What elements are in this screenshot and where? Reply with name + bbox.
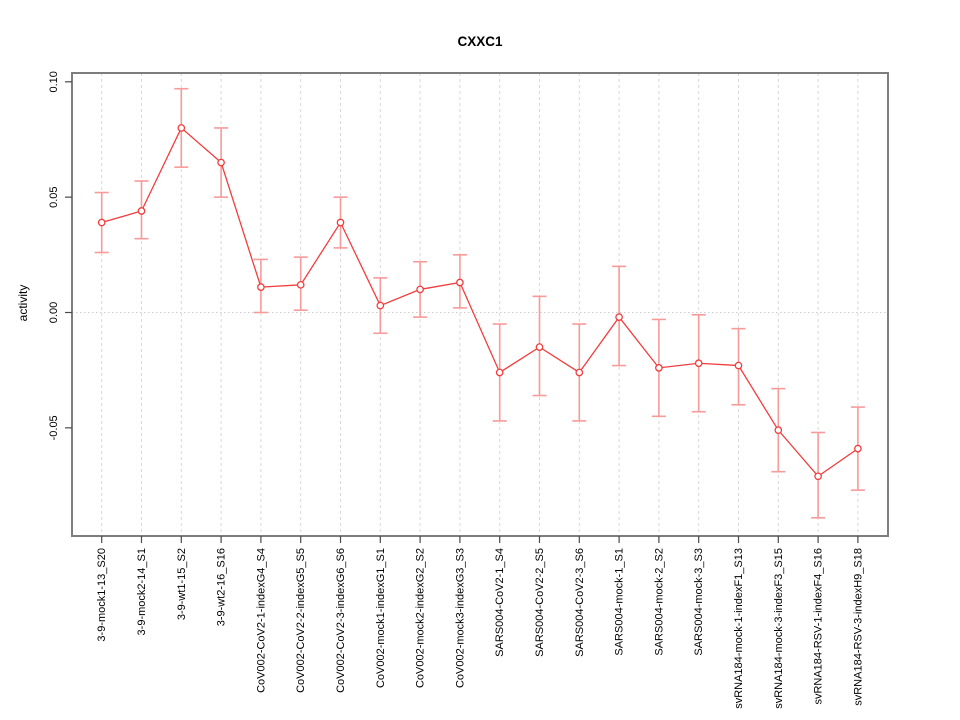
y-tick-label: 0.00 <box>48 302 60 323</box>
data-point <box>535 343 544 351</box>
x-tick-label: SARS004-CoV2-2_S5 <box>534 548 546 657</box>
data-point <box>217 158 225 167</box>
data-point <box>694 359 703 368</box>
data-point <box>336 218 345 227</box>
y-tick-label: 0.05 <box>48 186 60 207</box>
data-point <box>257 283 265 291</box>
axes-layer: 0.10 0.05 0.00 -0.05 3-9-mock1-13_S20 3-9-moc… <box>48 71 889 709</box>
x-tick-label: 3-9-wt1-15_S2 <box>176 548 188 620</box>
data-point <box>615 313 623 321</box>
data-point <box>734 361 743 370</box>
data-point <box>774 426 783 435</box>
y-axis-label: activity <box>16 285 30 322</box>
x-tick-label: SARS004-mock-1_S1 <box>614 548 626 656</box>
x-tick-label: 3-9-mock2-14_S1 <box>136 548 148 635</box>
x-tick-label: CoV002-mock3-indexG3_S3 <box>454 548 466 688</box>
y-tick-label: -0.05 <box>48 415 60 440</box>
x-tick-label: CoV002-CoV2-3-indexG6_S6 <box>335 548 347 693</box>
chart-title: CXXC1 <box>457 34 503 49</box>
x-tick-label: svRNA184-RSV-1-indexF4_S16 <box>813 548 825 705</box>
x-tick-label: CoV002-mock1-indexG1_S1 <box>375 548 387 688</box>
x-tick-label: 3-9-wt2-16_S16 <box>216 548 228 626</box>
x-tick-label: SARS004-CoV2-1_S4 <box>494 548 506 657</box>
gridlines-layer <box>72 73 888 536</box>
x-tick-label: CoV002-CoV2-1-indexG4_S4 <box>255 548 267 693</box>
x-tick-label: CoV002-mock2-indexG2_S2 <box>415 548 427 688</box>
data-point <box>814 472 822 481</box>
series-layer <box>97 124 862 481</box>
data-point <box>655 364 663 372</box>
data-point <box>137 207 146 215</box>
data-point <box>376 301 385 310</box>
y-tick-label: 0.10 <box>48 71 60 92</box>
x-tick-label: svRNA184-mock-1-indexF1_S13 <box>733 548 745 709</box>
x-tick-label: CoV002-CoV2-2-indexG5_S5 <box>295 548 307 693</box>
data-point <box>854 444 862 453</box>
data-point <box>456 278 464 287</box>
x-tick-label: svRNA184-mock-3-indexF3_S15 <box>773 548 785 709</box>
data-point <box>575 368 584 377</box>
x-tick-label: 3-9-mock1-13_S20 <box>96 548 108 642</box>
series-line <box>101 126 859 478</box>
x-tick-label: SARS004-CoV2-3_S6 <box>574 548 586 657</box>
x-tick-label: SARS004-mock-2_S2 <box>653 548 665 656</box>
x-tick-label: svRNA184-RSV-3-indexH9_S18 <box>852 548 864 706</box>
data-point <box>177 124 186 132</box>
data-point <box>97 218 106 227</box>
data-point <box>495 368 504 377</box>
x-tick-label: SARS004-mock-3_S3 <box>693 548 705 656</box>
plot-border <box>71 72 889 537</box>
data-point <box>416 285 424 294</box>
data-point <box>296 280 305 289</box>
